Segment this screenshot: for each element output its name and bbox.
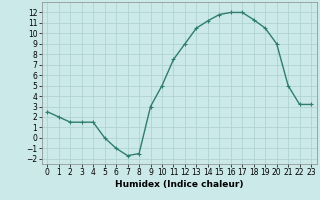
X-axis label: Humidex (Indice chaleur): Humidex (Indice chaleur) (115, 180, 244, 189)
